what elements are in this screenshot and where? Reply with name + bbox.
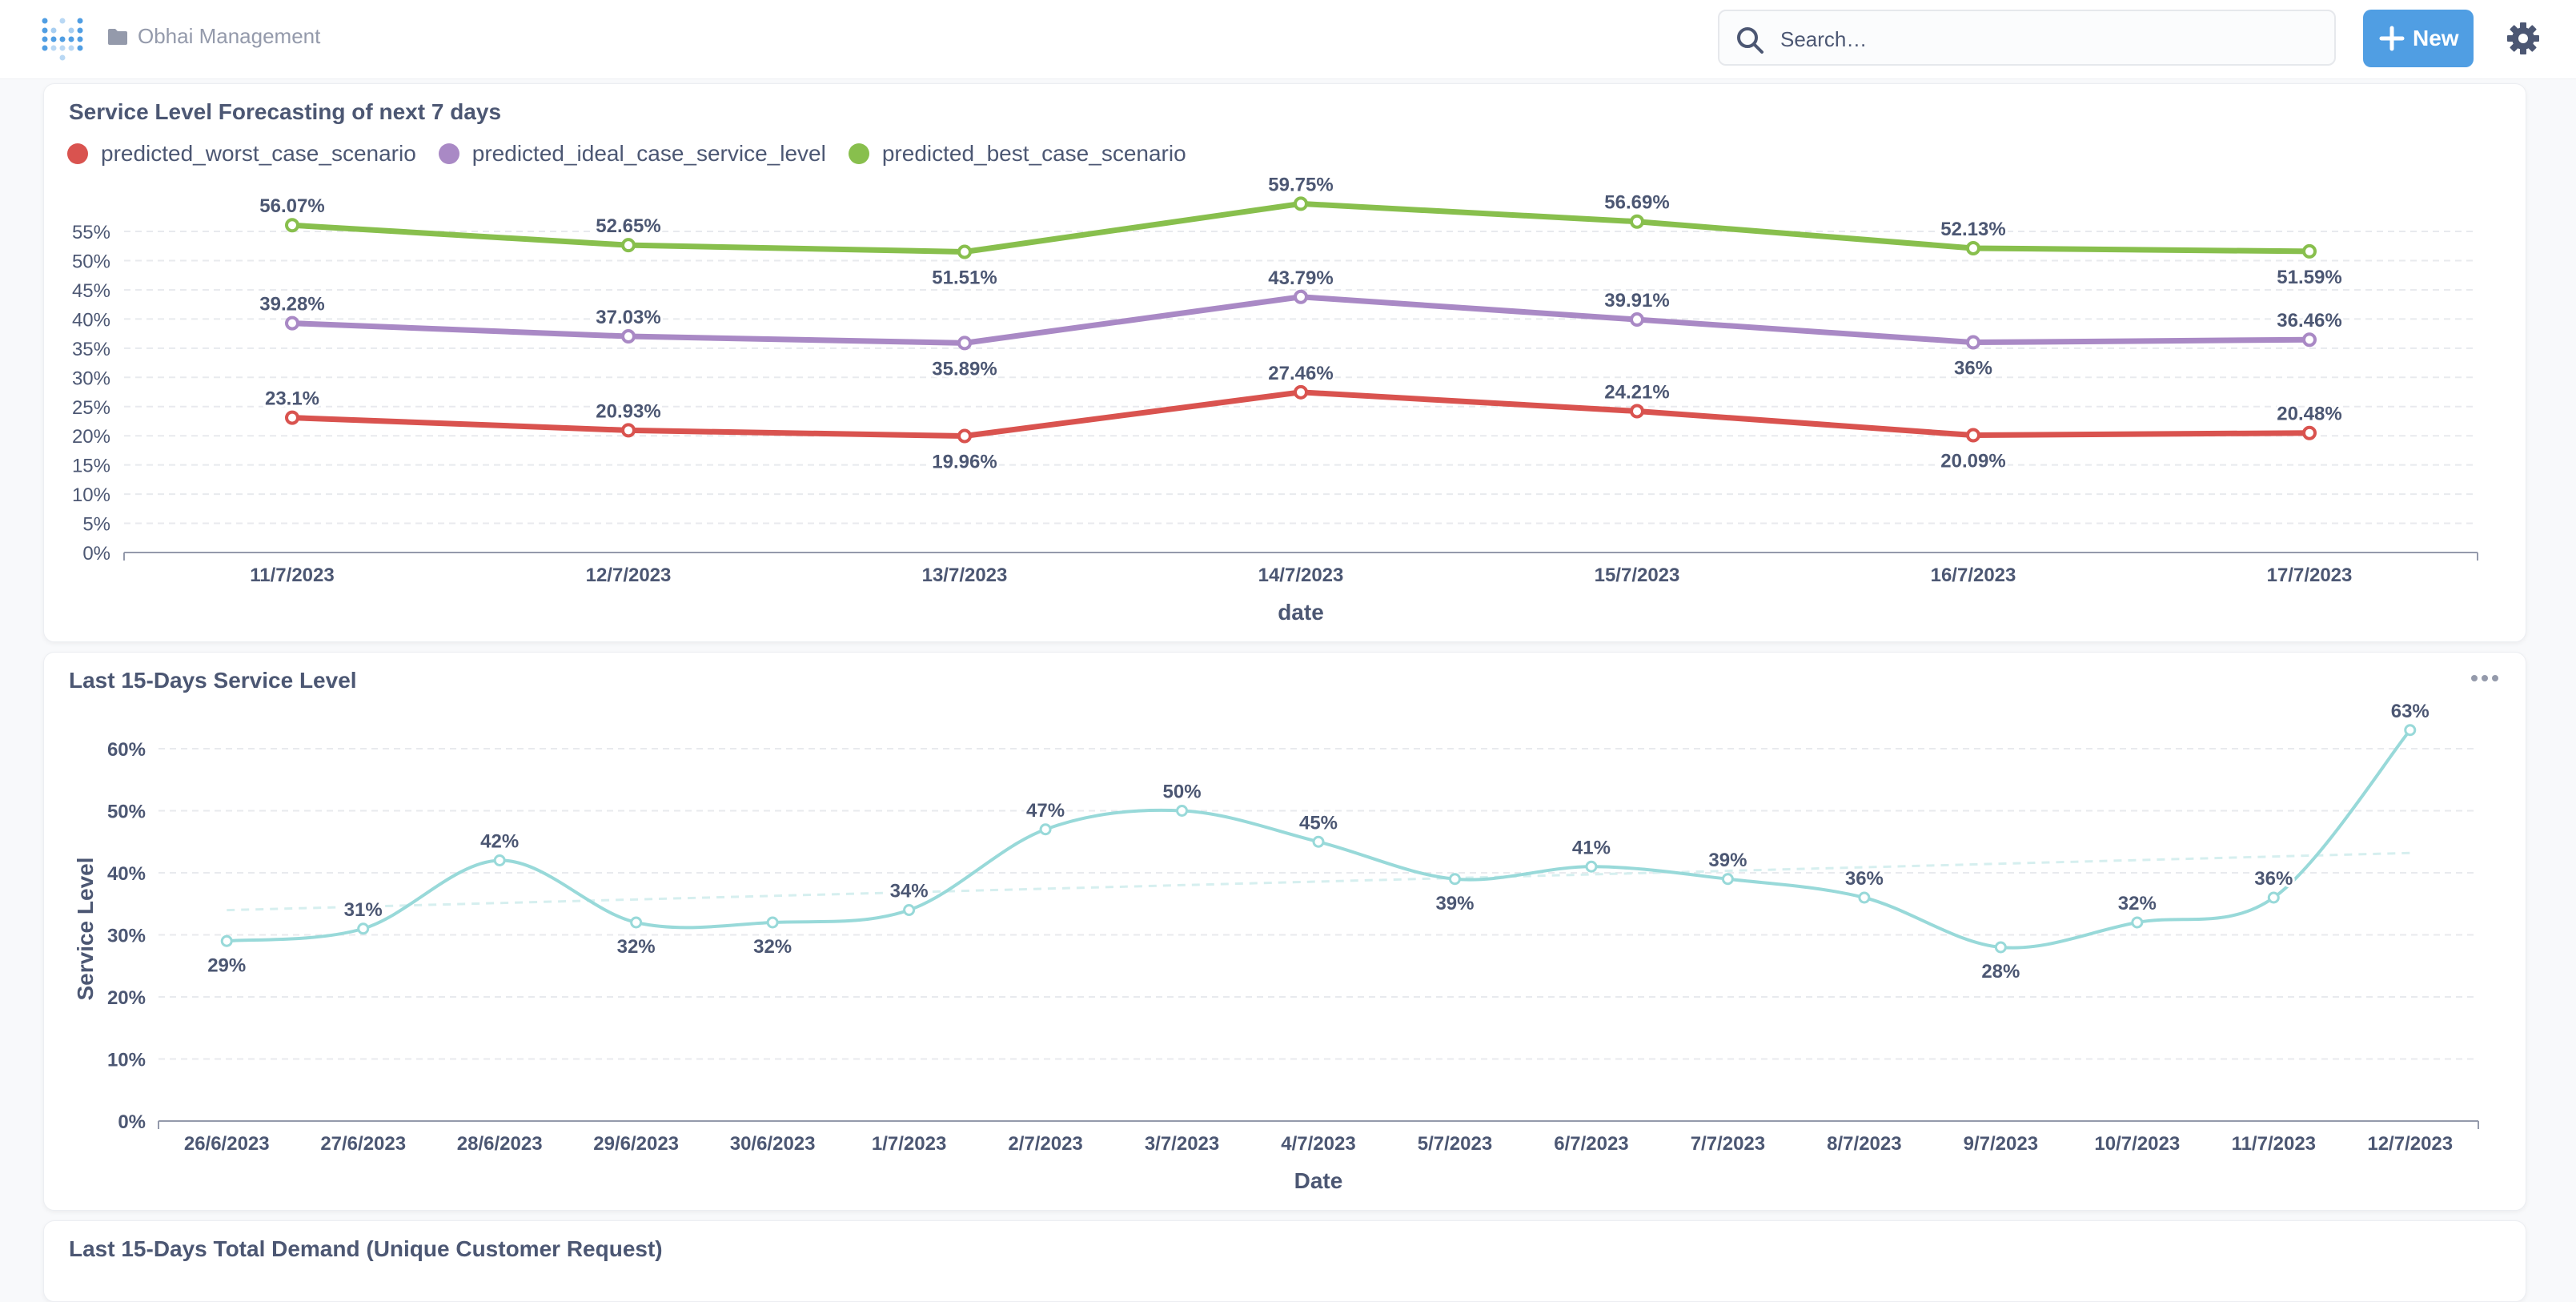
gear-icon[interactable] bbox=[2506, 21, 2541, 56]
legend-label-ideal: predicted_ideal_case_service_level bbox=[471, 141, 826, 166]
legend-dot-worst bbox=[67, 143, 88, 164]
history-title: Last 15-Days Service Level bbox=[69, 668, 357, 693]
forecast-legend: predicted_worst_case_scenario predicted_… bbox=[67, 141, 1209, 167]
forecast-card bbox=[43, 83, 2526, 642]
legend-item-ideal[interactable]: predicted_ideal_case_service_level bbox=[438, 141, 826, 167]
breadcrumb[interactable]: Obhai Management bbox=[107, 24, 320, 49]
search-icon bbox=[1737, 27, 1763, 54]
metabase-logo-icon[interactable] bbox=[40, 16, 85, 62]
legend-dot-ideal bbox=[438, 143, 459, 164]
history-card bbox=[43, 652, 2526, 1211]
legend-item-best[interactable]: predicted_best_case_scenario bbox=[848, 141, 1186, 167]
new-button[interactable]: New bbox=[2363, 10, 2474, 67]
new-button-label: New bbox=[2413, 26, 2459, 50]
legend-label-best: predicted_best_case_scenario bbox=[881, 141, 1186, 166]
forecast-title: Service Level Forecasting of next 7 days bbox=[69, 99, 502, 124]
folder-icon bbox=[108, 28, 127, 45]
more-icon[interactable] bbox=[2470, 673, 2499, 684]
demand-title: Last 15-Days Total Demand (Unique Custom… bbox=[69, 1236, 663, 1261]
breadcrumb-label[interactable]: Obhai Management bbox=[138, 24, 321, 48]
legend-dot-best bbox=[848, 143, 869, 164]
legend-item-worst[interactable]: predicted_worst_case_scenario bbox=[67, 141, 416, 167]
search-placeholder: Search… bbox=[1780, 27, 1868, 51]
plus-icon bbox=[2379, 26, 2405, 51]
legend-label-worst: predicted_worst_case_scenario bbox=[101, 141, 416, 166]
search-input[interactable]: Search… bbox=[1718, 10, 2336, 66]
top-navbar: Obhai Management Search… New bbox=[0, 0, 2576, 79]
